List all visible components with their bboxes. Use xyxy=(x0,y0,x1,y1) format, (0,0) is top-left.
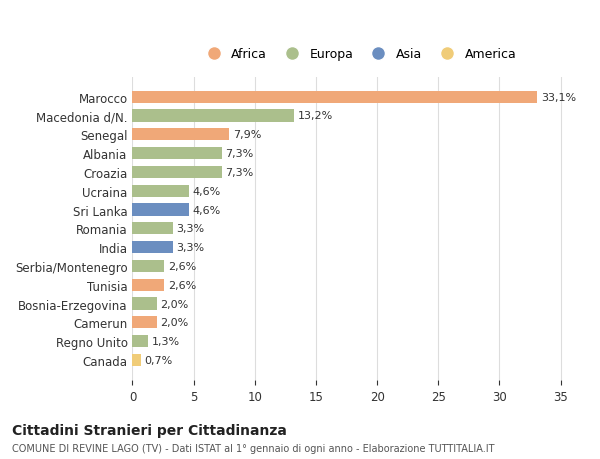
Bar xyxy=(133,110,294,123)
Bar xyxy=(133,260,164,273)
Text: 3,3%: 3,3% xyxy=(176,243,205,252)
Bar xyxy=(133,241,173,254)
Bar xyxy=(133,148,222,160)
Text: 2,0%: 2,0% xyxy=(161,299,189,309)
Text: 7,9%: 7,9% xyxy=(233,130,261,140)
Text: 4,6%: 4,6% xyxy=(193,186,221,196)
Text: 4,6%: 4,6% xyxy=(193,205,221,215)
Bar xyxy=(133,317,157,329)
Text: 1,3%: 1,3% xyxy=(152,336,180,347)
Bar xyxy=(133,91,538,104)
Bar xyxy=(133,129,229,141)
Text: Cittadini Stranieri per Cittadinanza: Cittadini Stranieri per Cittadinanza xyxy=(12,423,287,437)
Text: 13,2%: 13,2% xyxy=(298,111,333,121)
Text: 7,3%: 7,3% xyxy=(226,149,254,159)
Bar xyxy=(133,298,157,310)
Text: 2,6%: 2,6% xyxy=(168,280,196,290)
Text: COMUNE DI REVINE LAGO (TV) - Dati ISTAT al 1° gennaio di ogni anno - Elaborazion: COMUNE DI REVINE LAGO (TV) - Dati ISTAT … xyxy=(12,443,494,453)
Text: 2,0%: 2,0% xyxy=(161,318,189,328)
Bar xyxy=(133,336,148,347)
Bar xyxy=(133,204,189,216)
Text: 3,3%: 3,3% xyxy=(176,224,205,234)
Bar xyxy=(133,354,141,366)
Bar xyxy=(133,185,189,197)
Legend: Africa, Europa, Asia, America: Africa, Europa, Asia, America xyxy=(197,45,520,65)
Text: 0,7%: 0,7% xyxy=(145,355,173,365)
Bar xyxy=(133,279,164,291)
Text: 7,3%: 7,3% xyxy=(226,168,254,178)
Text: 33,1%: 33,1% xyxy=(541,92,576,102)
Text: 2,6%: 2,6% xyxy=(168,261,196,271)
Bar xyxy=(133,167,222,179)
Bar xyxy=(133,223,173,235)
